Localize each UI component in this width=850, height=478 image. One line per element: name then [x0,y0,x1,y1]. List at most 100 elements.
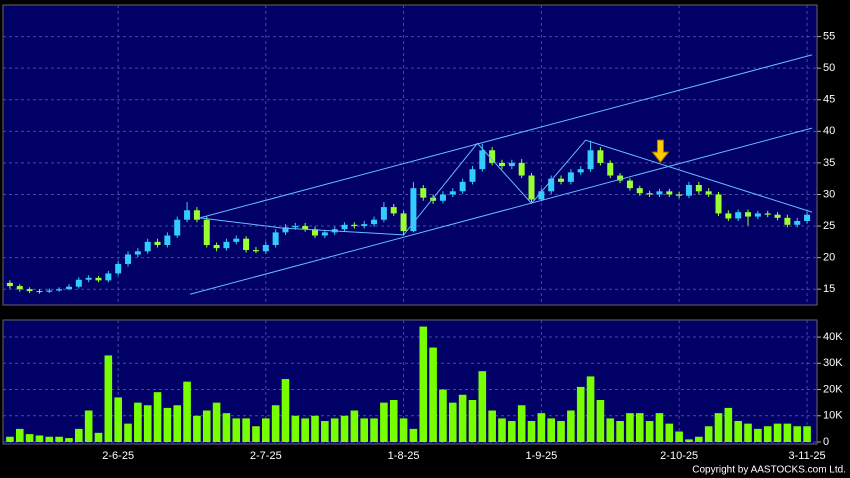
volume-bar [439,389,447,442]
candle-body [6,282,13,287]
candle-body [764,213,771,215]
volume-bar [665,423,674,442]
volume-bar [763,426,772,442]
volume-bar [704,426,713,442]
volume-bar [45,436,54,442]
candle-body [400,213,407,232]
candle-body [469,169,476,182]
volume-bar [409,428,418,442]
candle-body [341,224,348,230]
candle-body [735,212,742,219]
y-tick-label: 45 [823,94,835,106]
candle-body [223,241,230,249]
y-tick-label: 40 [823,125,835,137]
volume-bar [261,418,270,442]
y-tick-label: 30K [823,357,843,369]
volume-bar [340,415,349,442]
candle-body [685,185,692,196]
candle-body [321,232,328,236]
candle-body [558,178,565,182]
candle-body [666,191,673,195]
volume-bar [350,410,359,442]
volume-bar [212,402,221,442]
y-tick-label: 25 [823,220,835,232]
candle-body [213,245,220,249]
candle-body [695,185,702,192]
candle-body [567,172,574,182]
candle-body [312,229,319,236]
volume-bar [488,410,496,442]
candle-body [16,286,23,290]
volume-bar [645,421,654,442]
candle-body [498,162,505,167]
volume-bar [75,428,83,442]
volume-bar [311,415,319,442]
candle-body [56,289,63,291]
candle-body [272,232,279,245]
volume-bar [399,418,408,442]
volume-bar [281,379,290,442]
volume-bar [271,405,280,442]
candle-body [184,210,191,220]
volume-bar [458,394,467,442]
volume-bar [576,386,585,442]
candle-body [617,175,624,181]
candle-body [449,191,456,195]
volume-bar [153,392,162,442]
volume-bar [134,402,142,442]
y-tick-label: 20 [823,252,835,264]
candle-body [164,235,171,245]
candle-body [203,219,210,245]
volume-bar [635,413,644,442]
volume-bar [744,423,752,442]
trend-line [199,54,813,219]
candle-body [528,175,535,200]
volume-bar [537,413,546,442]
volume-bar [55,436,63,442]
volume-bar [793,426,802,442]
candle-body [626,180,633,189]
volume-bar [547,418,556,442]
volume-bar [65,438,73,442]
candle-body [361,224,368,227]
candle-body [154,241,161,245]
candle-body [508,162,515,167]
volume-bar [84,410,93,442]
candle-body [489,150,496,163]
volume-bar [252,426,260,442]
y-tick-label: 0 [823,436,829,448]
y-tick-label: 10K [823,410,843,422]
volume-bar [6,436,14,442]
candle-body [725,213,732,219]
candle-body [804,214,811,221]
candle-body [705,191,712,195]
y-tick-label: 35 [823,157,835,169]
candle-body [302,226,309,230]
candle-body [774,214,781,218]
candle-body [597,150,604,163]
candle-body [36,291,43,293]
volume-bar [370,418,378,442]
trend-line [199,139,813,236]
candle-body [252,250,259,252]
candle-body [95,277,102,281]
volume-bar [655,413,664,442]
volume-bar [380,402,388,442]
volume-bar [429,347,437,442]
volume-bar [498,418,506,442]
candle-body [794,221,801,225]
y-tick-label: 15 [823,283,835,295]
candle-body [587,150,594,170]
volume-bar [104,355,113,442]
volume-bar [183,381,191,442]
candle-body [754,213,761,217]
volume-bar [173,405,182,442]
x-tick-label: 2-10-25 [660,450,698,462]
trend-line [189,127,813,295]
volume-bar [222,413,231,442]
volume-bar [567,410,575,442]
volume-bar [419,326,428,442]
volume-bar [714,413,723,442]
candle-body [390,207,397,214]
